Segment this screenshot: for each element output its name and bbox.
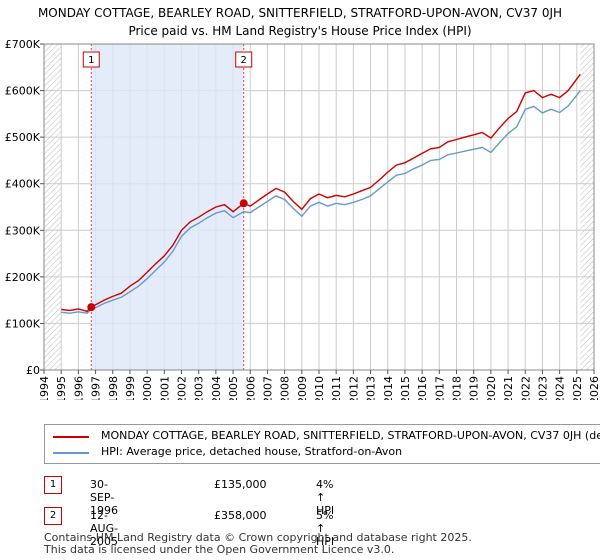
x-tick-label: 2013 <box>365 376 378 400</box>
x-tick-label: 2020 <box>485 376 498 400</box>
x-tick-label: 2019 <box>468 376 481 400</box>
sale-marker-label: 2 <box>241 55 247 66</box>
legend-label-hpi: HPI: Average price, detached house, Stra… <box>101 445 403 458</box>
x-tick-label: 2022 <box>519 376 532 400</box>
x-tick-label: 1999 <box>124 376 137 400</box>
hatched-region-start <box>44 44 62 370</box>
x-tick-label: 2016 <box>416 376 429 400</box>
x-tick-label: 2026 <box>588 376 600 400</box>
sale-date: 30-SEP-1996 <box>90 478 118 517</box>
x-tick-label: 2012 <box>347 376 360 400</box>
sale-point-marker <box>87 303 96 312</box>
x-tick-label: 2010 <box>313 376 326 400</box>
x-tick-label: 2015 <box>399 376 412 400</box>
footer-copyright: Contains HM Land Registry data © Crown c… <box>44 531 472 544</box>
x-tick-label: 2017 <box>433 376 446 400</box>
legend-swatch-hpi <box>53 452 89 454</box>
x-tick-label: 2025 <box>571 376 584 400</box>
sale-number-badge: 2 <box>44 507 62 525</box>
legend-label-property: MONDAY COTTAGE, BEARLEY ROAD, SNITTERFIE… <box>101 429 600 442</box>
y-tick-label: £600K <box>5 85 41 98</box>
sale-price: £358,000 <box>214 509 267 522</box>
x-tick-label: 2001 <box>158 376 171 400</box>
sale-marker-label: 1 <box>88 55 94 66</box>
x-tick-label: 2008 <box>279 376 292 400</box>
x-tick-label: 2018 <box>451 376 464 400</box>
x-tick-label: 2023 <box>536 376 549 400</box>
x-tick-label: 2007 <box>261 376 274 400</box>
x-tick-label: 2024 <box>554 376 567 400</box>
sale-point-marker <box>239 199 248 208</box>
hpi-line <box>61 90 581 314</box>
x-tick-label: 1995 <box>55 376 68 400</box>
sale-marker-box <box>82 51 100 68</box>
sale-hpi-change: 4% ↑ HPI <box>316 478 335 517</box>
y-tick-label: £200K <box>5 271 41 284</box>
y-tick-label: £700K <box>5 38 41 51</box>
legend-swatch-property <box>53 436 89 438</box>
y-tick-label: £0 <box>26 364 40 377</box>
chart-subtitle: Price paid vs. HM Land Registry's House … <box>128 24 472 38</box>
x-tick-label: 2002 <box>176 376 189 400</box>
hatched-region-end <box>580 44 594 370</box>
x-tick-label: 2009 <box>296 376 309 400</box>
ownership-band <box>91 44 244 370</box>
x-tick-label: 1994 <box>38 376 51 400</box>
sale-date: 12-AUG-2005 <box>90 509 119 548</box>
sale-hpi-change: 5% ↑ HPI <box>316 509 335 548</box>
x-tick-label: 2014 <box>382 376 395 400</box>
footer-licence: This data is licensed under the Open Gov… <box>44 543 395 556</box>
x-tick-label: 2003 <box>193 376 206 400</box>
sale-marker-box <box>235 51 253 68</box>
sale-price: £135,000 <box>214 478 267 491</box>
sale-number-badge: 1 <box>44 476 62 494</box>
x-tick-label: 2011 <box>330 376 343 400</box>
property-price-line <box>61 73 581 313</box>
x-tick-label: 2005 <box>227 376 240 400</box>
chart-title: MONDAY COTTAGE, BEARLEY ROAD, SNITTERFIE… <box>37 6 563 20</box>
x-tick-label: 1998 <box>107 376 120 400</box>
x-tick-label: 2006 <box>244 376 257 400</box>
price-chart: 1 2 £0 £100K £200K £300K £400K £500K £600K £700K… <box>5 38 600 400</box>
y-tick-label: £300K <box>5 224 41 237</box>
legend: MONDAY COTTAGE, BEARLEY ROAD, SNITTERFIE… <box>44 424 600 464</box>
y-tick-label: £100K <box>5 317 41 330</box>
y-tick-label: £400K <box>5 178 41 191</box>
x-tick-label: 2004 <box>210 376 223 400</box>
x-tick-label: 1996 <box>72 376 85 400</box>
x-tick-label: 1997 <box>90 376 103 400</box>
x-tick-label: 2000 <box>141 376 154 400</box>
x-tick-label: 2021 <box>502 376 515 400</box>
y-tick-label: £500K <box>5 131 41 144</box>
